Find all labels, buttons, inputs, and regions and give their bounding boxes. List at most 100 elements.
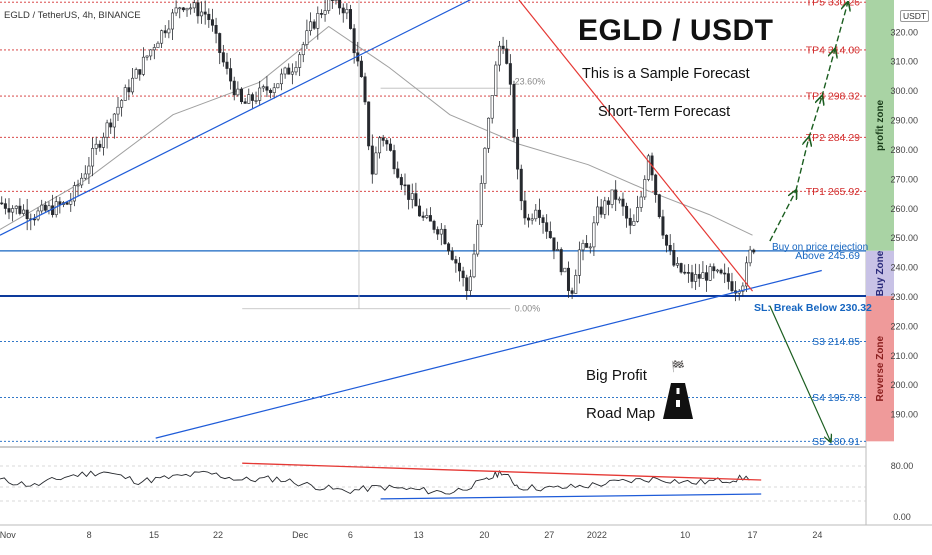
candle-up [123, 87, 127, 101]
candle-down [516, 136, 520, 170]
candle-down [414, 193, 418, 207]
time-tick-label: 27 [544, 530, 554, 540]
candle-down [214, 24, 218, 34]
buy-note: Buy on price rejection [772, 242, 869, 253]
candle-down [138, 69, 142, 75]
candle-down [730, 281, 734, 292]
candle-up [14, 205, 18, 209]
candle-up [170, 12, 174, 30]
symbol-title: EGLD / TetherUS, 4h, BINANCE [4, 10, 141, 21]
candle-up [54, 201, 58, 216]
candle-up [701, 272, 705, 279]
candle-up [636, 207, 640, 222]
candle-up [479, 183, 483, 225]
candle-up [283, 67, 287, 75]
checkered-flag-icon: 🏁 [671, 361, 685, 373]
candle-up [494, 64, 498, 96]
fib-236-label: 23.60% [515, 76, 546, 86]
candle-down [527, 217, 531, 221]
price-tick-label: 320.00 [890, 27, 918, 37]
candle-up [11, 208, 15, 213]
candle-down [399, 177, 403, 186]
rsi-upper-trend [242, 462, 762, 481]
time-tick-label: Nov [0, 530, 16, 540]
candle-up [327, 0, 331, 11]
candle-down [225, 61, 229, 69]
price-tick-label: 230.00 [890, 292, 918, 302]
candle-down [512, 84, 516, 138]
candle-up [36, 210, 40, 220]
candle-up [534, 209, 538, 220]
candle-up [247, 94, 251, 104]
candle-up [410, 193, 414, 200]
candle-down [668, 245, 672, 251]
candle-down [359, 60, 363, 78]
candle-down [163, 30, 167, 34]
candle-down [312, 21, 316, 29]
candle-up [715, 269, 719, 272]
candle-up [116, 106, 120, 115]
road-map-label: Road Map [586, 405, 656, 422]
reverse-zone-label: Reverse Zone [875, 335, 886, 401]
rsi-tick-label: 80.00 [891, 461, 914, 471]
candle-down [552, 237, 556, 251]
candle-up [592, 222, 596, 248]
subtitle-sample: This is a Sample Forecast [582, 66, 750, 82]
candle-up [76, 184, 80, 187]
candle-up [483, 147, 487, 184]
forecast-down-arrow [769, 305, 831, 441]
profit-zone-label: profit zone [875, 99, 886, 151]
candle-down [330, 0, 334, 1]
level-label-tp3: TP3 298.32 [806, 91, 860, 103]
candle-down [109, 122, 113, 128]
candle-down [697, 274, 701, 279]
time-tick-label: 2022 [587, 530, 607, 540]
candle-up [646, 155, 650, 180]
candle-down [240, 88, 244, 103]
candle-down [432, 220, 436, 230]
candle-up [272, 87, 276, 93]
candle-up [748, 249, 752, 264]
candle-down [428, 215, 432, 222]
candle-down [196, 2, 200, 17]
candle-down [621, 198, 625, 207]
price-tick-label: 220.00 [890, 321, 918, 331]
trendline-down-trend [518, 0, 754, 292]
candle-up [577, 249, 581, 276]
candle-up [192, 2, 196, 9]
candle-up [472, 253, 476, 278]
level-label-tp1: TP1 265.92 [806, 186, 860, 198]
reverse-zone-box [866, 296, 894, 442]
candle-down [566, 267, 570, 291]
buy-zone-box [866, 250, 894, 297]
candle-down [654, 174, 658, 195]
candle-up [83, 173, 87, 179]
candle-down [661, 216, 665, 236]
candle-down [65, 202, 69, 205]
candle-down [559, 249, 563, 273]
price-tick-label: 210.00 [890, 351, 918, 361]
candle-down [450, 250, 454, 260]
time-tick-label: Dec [292, 530, 309, 540]
candle-down [370, 145, 374, 175]
candle-down [548, 231, 552, 239]
time-tick-label: 10 [680, 530, 690, 540]
rsi-line [0, 469, 750, 495]
level-label-tp4: TP4 314.00 [806, 44, 860, 56]
currency-badge[interactable]: USDT [900, 10, 930, 22]
candle-down [250, 94, 254, 101]
candle-down [712, 266, 716, 272]
forecast-up-arrow-3 [808, 97, 822, 139]
candle-up [149, 49, 153, 57]
candle-up [131, 77, 135, 93]
candle-up [490, 95, 494, 119]
candle-down [505, 48, 509, 64]
candle-down [403, 184, 407, 187]
candle-down [726, 273, 730, 282]
big-profit-label: Big Profit [586, 367, 647, 384]
forecast-up-arrow-5 [834, 3, 848, 51]
candle-down [265, 86, 269, 91]
price-series [0, 0, 756, 302]
candle-up [261, 86, 265, 89]
